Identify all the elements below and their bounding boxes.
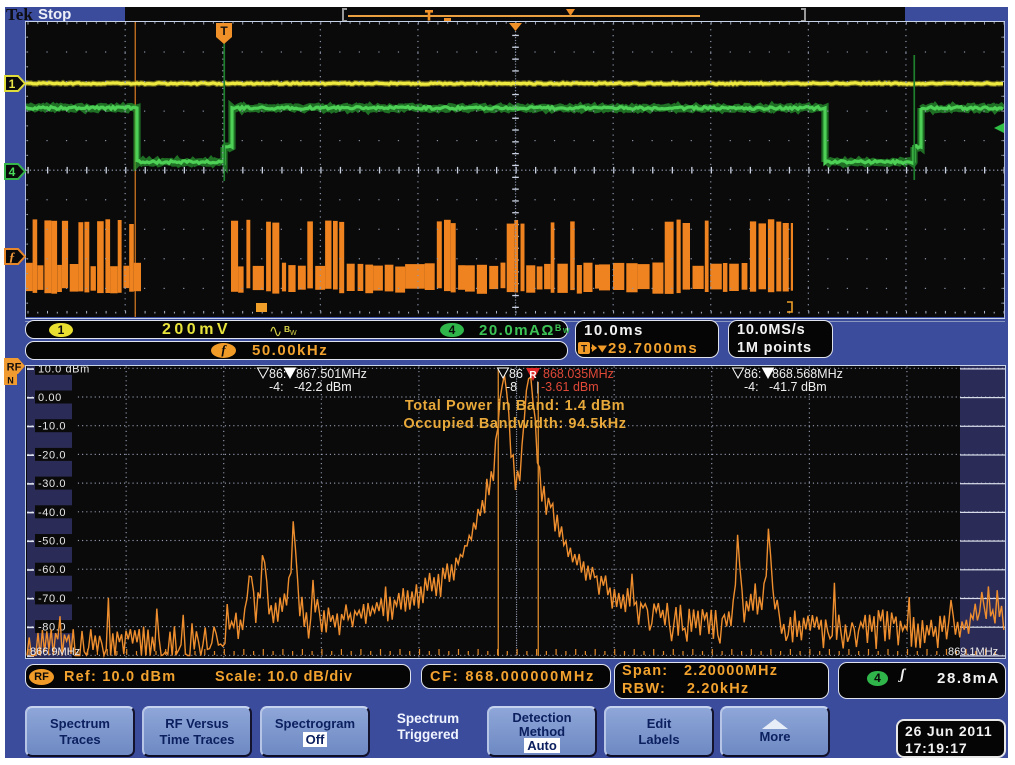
svg-text:-30.0: -30.0 [38,478,66,490]
svg-text:-40.0: -40.0 [38,507,66,519]
svg-text:-50.0: -50.0 [38,536,66,548]
svg-text:10.0 dBm: 10.0 dBm [38,366,90,375]
svg-text:0.00: 0.00 [38,392,62,404]
svg-text:B: B [284,324,290,334]
svg-text:-70.0: -70.0 [38,593,66,605]
svg-text:1: 1 [9,77,16,91]
svg-text:R: R [529,370,537,381]
svg-text:-10.0: -10.0 [38,421,66,433]
svg-text:T: T [220,24,228,38]
svg-text:-20.0: -20.0 [38,449,66,461]
svg-text:T: T [581,344,587,355]
svg-text:N: N [7,376,14,386]
svg-text:4: 4 [9,165,16,179]
svg-text:RF: RF [7,362,22,374]
svg-text:-60.0: -60.0 [38,564,66,576]
svg-text:ƒ: ƒ [9,249,16,264]
svg-text:W: W [290,330,297,337]
